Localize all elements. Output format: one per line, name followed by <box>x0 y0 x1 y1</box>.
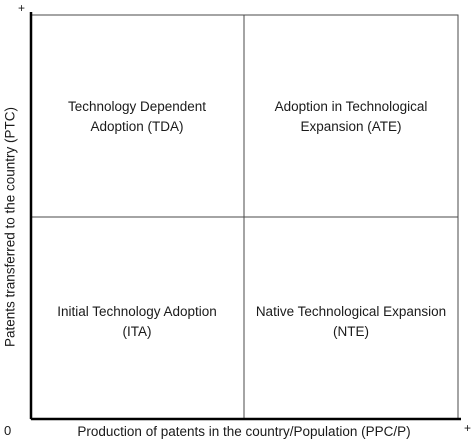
quadrant-top-right-line2: Expansion (ATE) <box>300 119 402 134</box>
quadrant-bottom-left-line2: (ITA) <box>122 324 152 339</box>
quadrant-bottom-left-line1: Initial Technology Adoption <box>57 304 217 319</box>
x-axis-plus-sign: + <box>464 421 472 435</box>
y-axis-label: Patents transferred to the country (PTC) <box>2 106 18 348</box>
y-axis-plus-sign: + <box>18 1 26 15</box>
quadrant-top-left-line2: Adoption (TDA) <box>90 119 184 134</box>
quadrant-top-left-line1: Technology Dependent <box>67 99 207 114</box>
quadrant-bottom-right: Native Technological Expansion (NTE) <box>256 302 446 342</box>
x-axis-label: Production of patents in the country/Pop… <box>77 424 411 439</box>
origin-label: 0 <box>4 423 12 438</box>
quadrant-bottom-right-line2: (NTE) <box>333 324 369 339</box>
quadrant-top-left: Technology Dependent Adoption (TDA) <box>68 97 206 137</box>
quadrant-bottom-left: Initial Technology Adoption (ITA) <box>57 302 217 342</box>
quadrant-top-right-line1: Adoption in Technological <box>274 99 428 114</box>
quadrant-top-right: Adoption in Technological Expansion (ATE… <box>275 97 428 137</box>
quadrant-bottom-right-line1: Native Technological Expansion <box>255 304 447 319</box>
